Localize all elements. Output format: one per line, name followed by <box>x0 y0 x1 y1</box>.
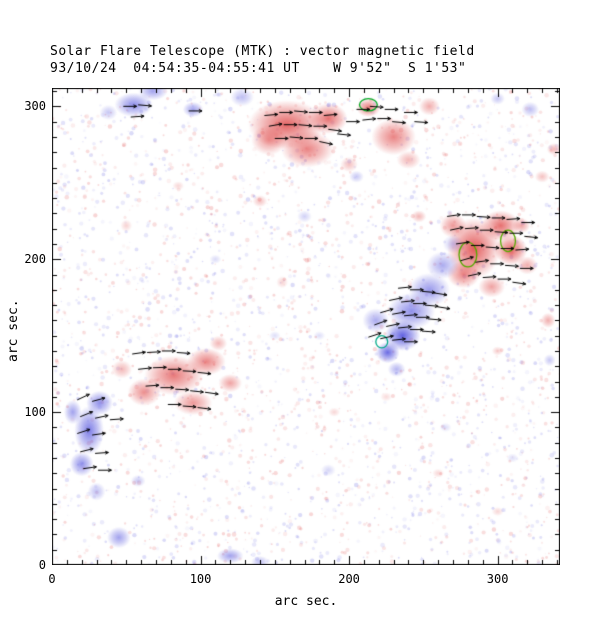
x-tick-label: 0 <box>48 572 56 586</box>
x-tick-label: 100 <box>189 572 212 586</box>
chart-subtitle: 93/10/24 04:54:35-04:55:41 UT W 9'52" S … <box>50 61 467 76</box>
x-tick-label: 300 <box>486 572 509 586</box>
magnetogram-canvas <box>52 88 560 565</box>
chart-title: Solar Flare Telescope (MTK) : vector mag… <box>50 44 475 59</box>
y-tick-label: 200 <box>24 252 46 267</box>
y-tick-label: 100 <box>24 405 46 420</box>
x-axis-label: arc sec. <box>274 594 338 609</box>
y-tick-label: 0 <box>38 558 46 572</box>
x-tick-label: 200 <box>338 572 360 586</box>
y-tick-label: 300 <box>24 99 46 114</box>
y-axis-label: arc sec. <box>6 299 21 362</box>
plot-frame <box>52 88 560 565</box>
